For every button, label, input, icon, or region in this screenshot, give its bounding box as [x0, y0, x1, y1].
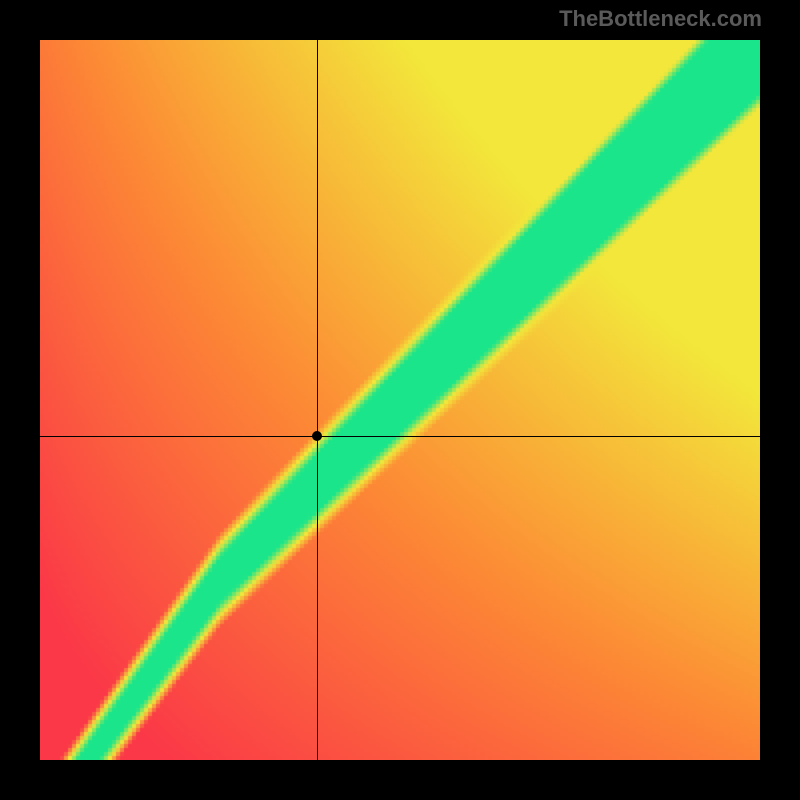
crosshair-vertical — [317, 40, 318, 760]
chart-container: TheBottleneck.com — [0, 0, 800, 800]
crosshair-horizontal — [40, 436, 760, 437]
watermark-text: TheBottleneck.com — [559, 6, 762, 32]
heatmap-canvas — [40, 40, 760, 760]
